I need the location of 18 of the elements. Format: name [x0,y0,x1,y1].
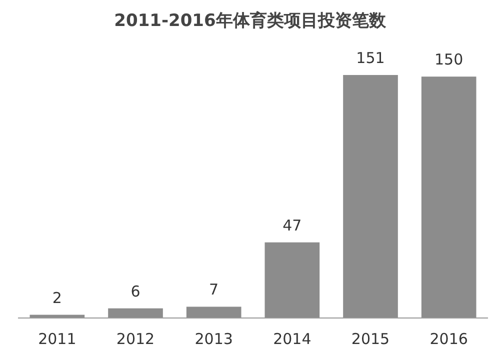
data-label: 150 [434,50,464,69]
data-label: 151 [356,49,385,67]
x-tick-label: 2011 [38,330,76,348]
bar [186,306,242,318]
x-tick-label: 2013 [194,330,233,348]
data-label: 7 [209,280,219,299]
x-tick-label: 2016 [430,330,468,348]
x-tick-label: 2015 [351,330,390,348]
data-label: 6 [130,282,140,300]
data-label: 2 [52,288,62,307]
chart-title: 2011-2016年体育类项目投资笔数 [114,10,387,31]
x-tick-label: 2014 [273,330,312,348]
bar [264,242,320,318]
bar [421,76,476,318]
data-label: 47 [282,216,302,234]
x-tick-label: 2012 [116,330,155,348]
bar [343,75,398,318]
bar [108,308,163,318]
